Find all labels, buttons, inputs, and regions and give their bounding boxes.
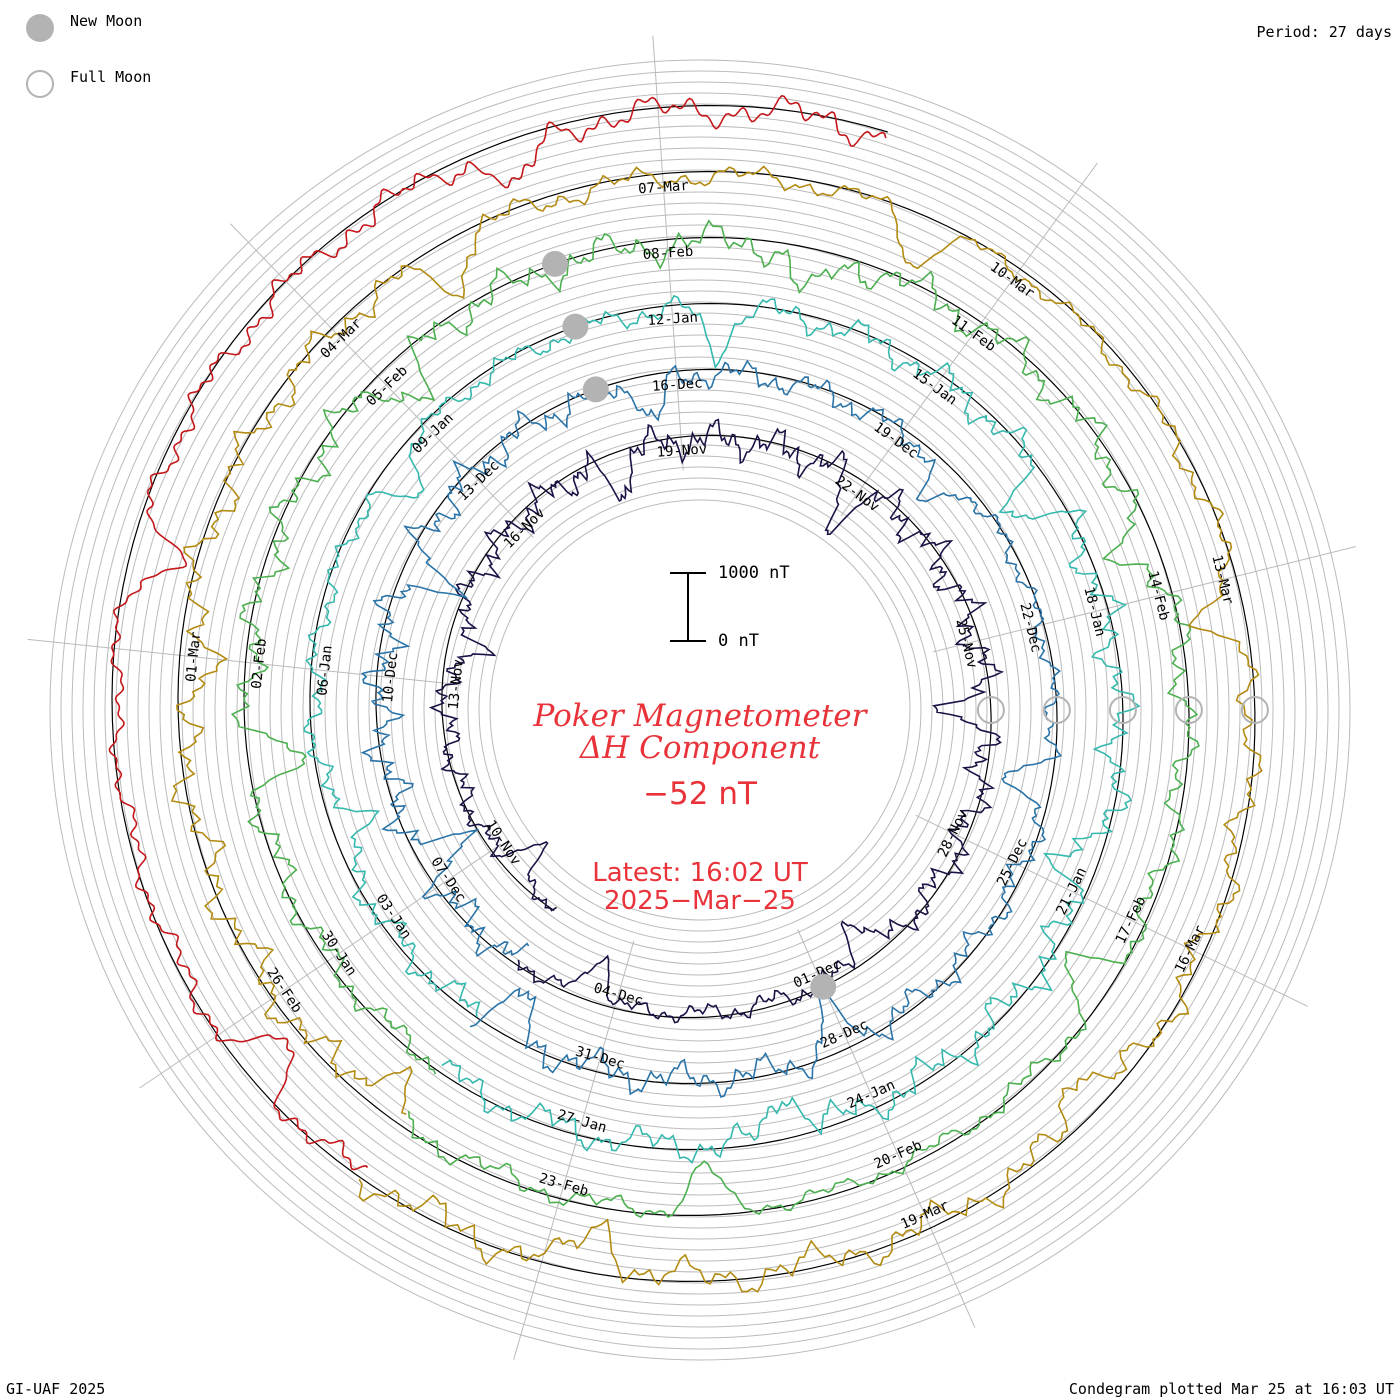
grid-circle bbox=[357, 367, 1043, 1053]
grid-circle bbox=[291, 301, 1109, 1119]
chart-subtitle: ΔH Component bbox=[579, 730, 821, 766]
new-moon-marker bbox=[810, 973, 837, 1000]
latest-date: 2025−Mar−25 bbox=[604, 886, 796, 916]
grid-circle bbox=[445, 455, 955, 965]
grid-circle bbox=[49, 59, 1351, 1361]
date-label: 27-Jan bbox=[555, 1107, 608, 1136]
new-moon-marker bbox=[542, 250, 568, 277]
grid-circle bbox=[236, 246, 1164, 1174]
full-moon-marker bbox=[1174, 696, 1203, 724]
grid-circle bbox=[489, 499, 911, 921]
grid-circle bbox=[401, 411, 999, 1009]
grid-circle bbox=[335, 345, 1065, 1075]
grid-circle bbox=[82, 92, 1318, 1328]
grid-circle bbox=[126, 136, 1274, 1284]
new-moon-marker bbox=[562, 313, 589, 340]
date-label: 24-Jan bbox=[845, 1077, 898, 1112]
full-moon-icon bbox=[26, 70, 54, 98]
grid-spoke bbox=[840, 162, 1098, 517]
date-label: 19-Nov bbox=[656, 441, 708, 460]
date-label: 10-Mar bbox=[987, 259, 1037, 302]
baseline-path bbox=[111, 104, 1256, 1283]
grid-circle bbox=[71, 81, 1329, 1339]
date-label: 11-Feb bbox=[948, 312, 998, 355]
scale-top-label: 1000 nT bbox=[718, 563, 790, 583]
grid-spoke bbox=[27, 638, 462, 686]
trace-rotation-26-Jan bbox=[230, 219, 1200, 1219]
full-moon-marker bbox=[1108, 696, 1137, 724]
date-label: 28-Dec bbox=[818, 1017, 871, 1052]
date-label: 07-Mar bbox=[638, 178, 690, 197]
date-label: 08-Feb bbox=[642, 244, 694, 263]
grid-spoke bbox=[915, 814, 1308, 1007]
scale-bar bbox=[670, 572, 706, 642]
moon-markers bbox=[542, 250, 1269, 1000]
full-moon-marker bbox=[1240, 696, 1269, 724]
grid-circle bbox=[390, 400, 1010, 1020]
grid-circle bbox=[280, 290, 1120, 1130]
baseline-spiral bbox=[111, 104, 1256, 1283]
current-value: −52 nT bbox=[643, 776, 757, 812]
scale-bottom-label: 0 nT bbox=[718, 631, 759, 651]
date-label: 10-Dec bbox=[380, 652, 401, 704]
legend-full-moon-label: Full Moon bbox=[70, 68, 152, 86]
grid-circle bbox=[467, 477, 933, 943]
date-label: 19-Mar bbox=[899, 1198, 952, 1233]
date-label: 02-Feb bbox=[249, 638, 270, 690]
date-label: 19-Dec bbox=[871, 419, 921, 462]
grid-circle bbox=[456, 466, 944, 954]
new-moon-icon bbox=[26, 14, 54, 42]
full-moon-marker bbox=[1042, 696, 1071, 724]
date-label: 12-Jan bbox=[647, 310, 699, 329]
grid-circle bbox=[60, 70, 1340, 1350]
trace-rotation-21-Mar bbox=[108, 94, 887, 1171]
date-label: 06-Jan bbox=[315, 645, 336, 697]
grid-circle bbox=[115, 125, 1285, 1295]
date-label: 30-Jan bbox=[318, 928, 360, 979]
trace-rotation-22-Feb bbox=[170, 165, 1263, 1293]
grid-circle bbox=[313, 323, 1087, 1097]
grid-circle bbox=[258, 268, 1142, 1152]
grid-circle bbox=[346, 356, 1054, 1064]
new-moon-marker bbox=[582, 376, 609, 403]
date-label: 20-Feb bbox=[872, 1137, 925, 1172]
grid-circle bbox=[379, 389, 1021, 1031]
grid-spoke bbox=[932, 545, 1357, 653]
grid-spoke bbox=[139, 843, 502, 1089]
grid-circle bbox=[214, 224, 1186, 1196]
grid-circle bbox=[412, 422, 988, 998]
grid-circle bbox=[247, 257, 1153, 1163]
grid-circles bbox=[49, 59, 1351, 1361]
grid-circle bbox=[148, 158, 1252, 1262]
period-label: Period: 27 days bbox=[1256, 23, 1392, 41]
trace-rotation-30-Dec bbox=[303, 294, 1141, 1165]
plotted-label: Condegram plotted Mar 25 at 16:03 UT bbox=[1068, 1380, 1394, 1398]
latest-time: Latest: 16:02 UT bbox=[592, 858, 808, 888]
grid-spoke bbox=[513, 940, 635, 1360]
grid-circle bbox=[203, 213, 1197, 1207]
grid-circle bbox=[225, 235, 1175, 1185]
grid-circle bbox=[423, 433, 977, 987]
grid-circle bbox=[192, 202, 1208, 1218]
grid-circle bbox=[93, 103, 1307, 1317]
chart-title: Poker Magnetometer bbox=[533, 698, 867, 734]
grid-spokes bbox=[27, 35, 1357, 1360]
grid-spoke bbox=[230, 223, 534, 538]
credit-label: GI-UAF 2025 bbox=[6, 1380, 106, 1398]
grid-circle bbox=[478, 488, 922, 932]
grid-circle bbox=[159, 169, 1241, 1251]
date-label: 13-Nov bbox=[446, 658, 467, 710]
date-label: 16-Dec bbox=[652, 375, 704, 394]
grid-circle bbox=[170, 180, 1230, 1240]
legend-new-moon-label: New Moon bbox=[70, 12, 143, 30]
date-label: 01-Mar bbox=[183, 631, 204, 683]
grid-circle bbox=[181, 191, 1219, 1229]
full-moon-marker bbox=[976, 696, 1005, 724]
